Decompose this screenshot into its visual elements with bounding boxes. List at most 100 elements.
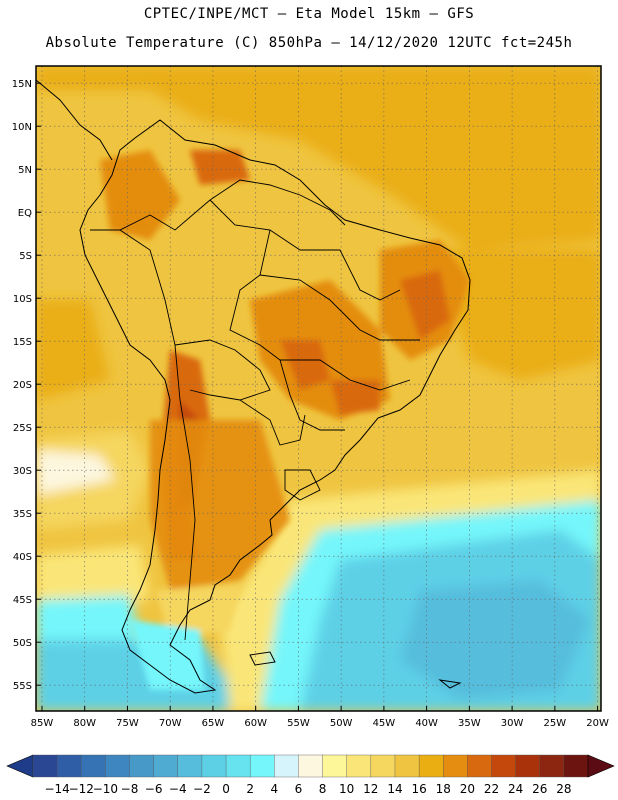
lat-label: 45S — [13, 595, 32, 606]
map-frame — [35, 65, 602, 712]
lon-label: 70W — [159, 718, 182, 729]
longitude-labels: 85W 80W 75W 70W 65W 60W 55W 50W 45W 40W 35W 30W 25W 2… — [31, 706, 609, 729]
field-venezuela-22c — [190, 150, 250, 185]
temperature-field — [36, 66, 601, 711]
colorbar-swatch — [105, 754, 131, 778]
colorbar-swatch — [56, 754, 82, 778]
colorbar-label: −4 — [169, 782, 187, 796]
field-patagonia-14c — [155, 585, 240, 640]
lat-label: 15N — [12, 79, 32, 90]
colorbar-label: 12 — [363, 782, 378, 796]
colorbar-label: 24 — [508, 782, 523, 796]
border-brazil-states-3 — [280, 359, 411, 391]
colorbar-swatch — [539, 754, 565, 778]
lat-label: 10N — [12, 122, 32, 133]
colorbar-label: 8 — [319, 782, 327, 796]
south-georgia — [438, 679, 462, 689]
lat-label: 40S — [13, 552, 32, 563]
colorbar-label: 4 — [270, 782, 278, 796]
colorbar-swatch — [370, 754, 396, 778]
lon-label: 30W — [501, 718, 524, 729]
colorbar-swatch — [515, 754, 541, 778]
colorbar-swatch — [322, 754, 348, 778]
colorbar-label: 22 — [484, 782, 499, 796]
border-paraguay — [239, 399, 306, 446]
latitude-labels: 15N 10N 5N EQ 5S 10S 15S 20S 25S 30S 35S 40S 45S 50S 5… — [12, 79, 41, 692]
field-colombia-20c — [100, 150, 180, 240]
colorbar-swatch — [32, 754, 58, 778]
colorbar-label: 26 — [532, 782, 547, 796]
title-line-2: Absolute Temperature (C) 850hPa – 14/12/… — [45, 35, 573, 51]
lat-label: 20S — [13, 380, 32, 391]
colorbar-swatch — [491, 754, 517, 778]
lon-label: 50W — [330, 718, 353, 729]
colorbar-swatch — [346, 754, 372, 778]
border-colombia-peru — [90, 199, 211, 231]
lat-label: 30S — [13, 466, 32, 477]
colorbar-label: −6 — [145, 782, 163, 796]
colorbar-swatch — [177, 754, 203, 778]
lat-label: 35S — [13, 509, 32, 520]
colorbar-label: 2 — [246, 782, 254, 796]
colorbar-label: 20 — [460, 782, 475, 796]
lon-label: 55W — [287, 718, 310, 729]
colorbar-swatch — [467, 754, 492, 778]
lat-label: 10S — [13, 294, 32, 305]
lat-label: 15S — [13, 337, 32, 348]
field-goias-22c — [280, 340, 330, 390]
colorbar-swatch — [201, 754, 227, 778]
colorbar-swatch — [394, 754, 420, 778]
lat-label: 5S — [19, 251, 32, 262]
colorbar-swatch — [274, 754, 299, 778]
lon-label: 35W — [458, 718, 481, 729]
colorbar-swatch — [418, 754, 444, 778]
colorbar-swatch — [298, 754, 324, 778]
colorbar-label: 18 — [436, 782, 451, 796]
colorbar-swatch — [563, 754, 589, 778]
colorbar-label: −12 — [69, 782, 94, 796]
lon-label: 65W — [202, 718, 225, 729]
central-america-coastline — [36, 79, 113, 161]
border-brazil-states-1 — [269, 229, 401, 301]
colorbar-swatch — [81, 754, 106, 778]
colorbar-label: 16 — [411, 782, 426, 796]
border-brazil-states-2 — [259, 274, 420, 341]
lon-label: 75W — [116, 718, 139, 729]
field-southpacific-12c — [36, 545, 150, 610]
lon-label: 25W — [544, 718, 567, 729]
colorbar-label: 14 — [387, 782, 402, 796]
colorbar-label: 0 — [222, 782, 230, 796]
political-borders — [90, 179, 420, 641]
field-southatlantic-minus2c — [400, 580, 590, 700]
field-tierra-4c — [130, 620, 205, 690]
border-brazil-north — [209, 179, 346, 226]
border-andes — [119, 229, 196, 641]
lon-label: 40W — [415, 718, 438, 729]
colorbar-label: −8 — [121, 782, 139, 796]
lon-label: 60W — [244, 718, 267, 729]
field-pacific-8c — [36, 450, 115, 495]
colorbar-swatch — [443, 754, 468, 778]
colorbar-label: −2 — [193, 782, 211, 796]
colorbar-swatch — [249, 754, 275, 778]
lat-label: 5N — [18, 165, 32, 176]
colorbar-label: 6 — [295, 782, 303, 796]
field-east-atlantic-18c — [430, 250, 601, 380]
falkland-islands — [249, 651, 276, 666]
lat-label: EQ — [18, 208, 32, 219]
field-northeast-22c — [400, 270, 450, 340]
lat-label: 50S — [13, 638, 32, 649]
lon-label: 45W — [373, 718, 396, 729]
colorbar-swatch — [153, 754, 179, 778]
colorbar-swatch — [225, 754, 251, 778]
field-southpacific-4c — [36, 595, 140, 650]
border-uruguay — [284, 469, 321, 501]
field-north-18c — [36, 66, 601, 250]
field-argentina-20c — [150, 420, 290, 590]
colorbar-label: 28 — [556, 782, 571, 796]
lat-label: 25S — [13, 423, 32, 434]
lon-label: 85W — [31, 718, 54, 729]
colorbar — [6, 754, 615, 778]
lon-label: 20W — [586, 718, 609, 729]
